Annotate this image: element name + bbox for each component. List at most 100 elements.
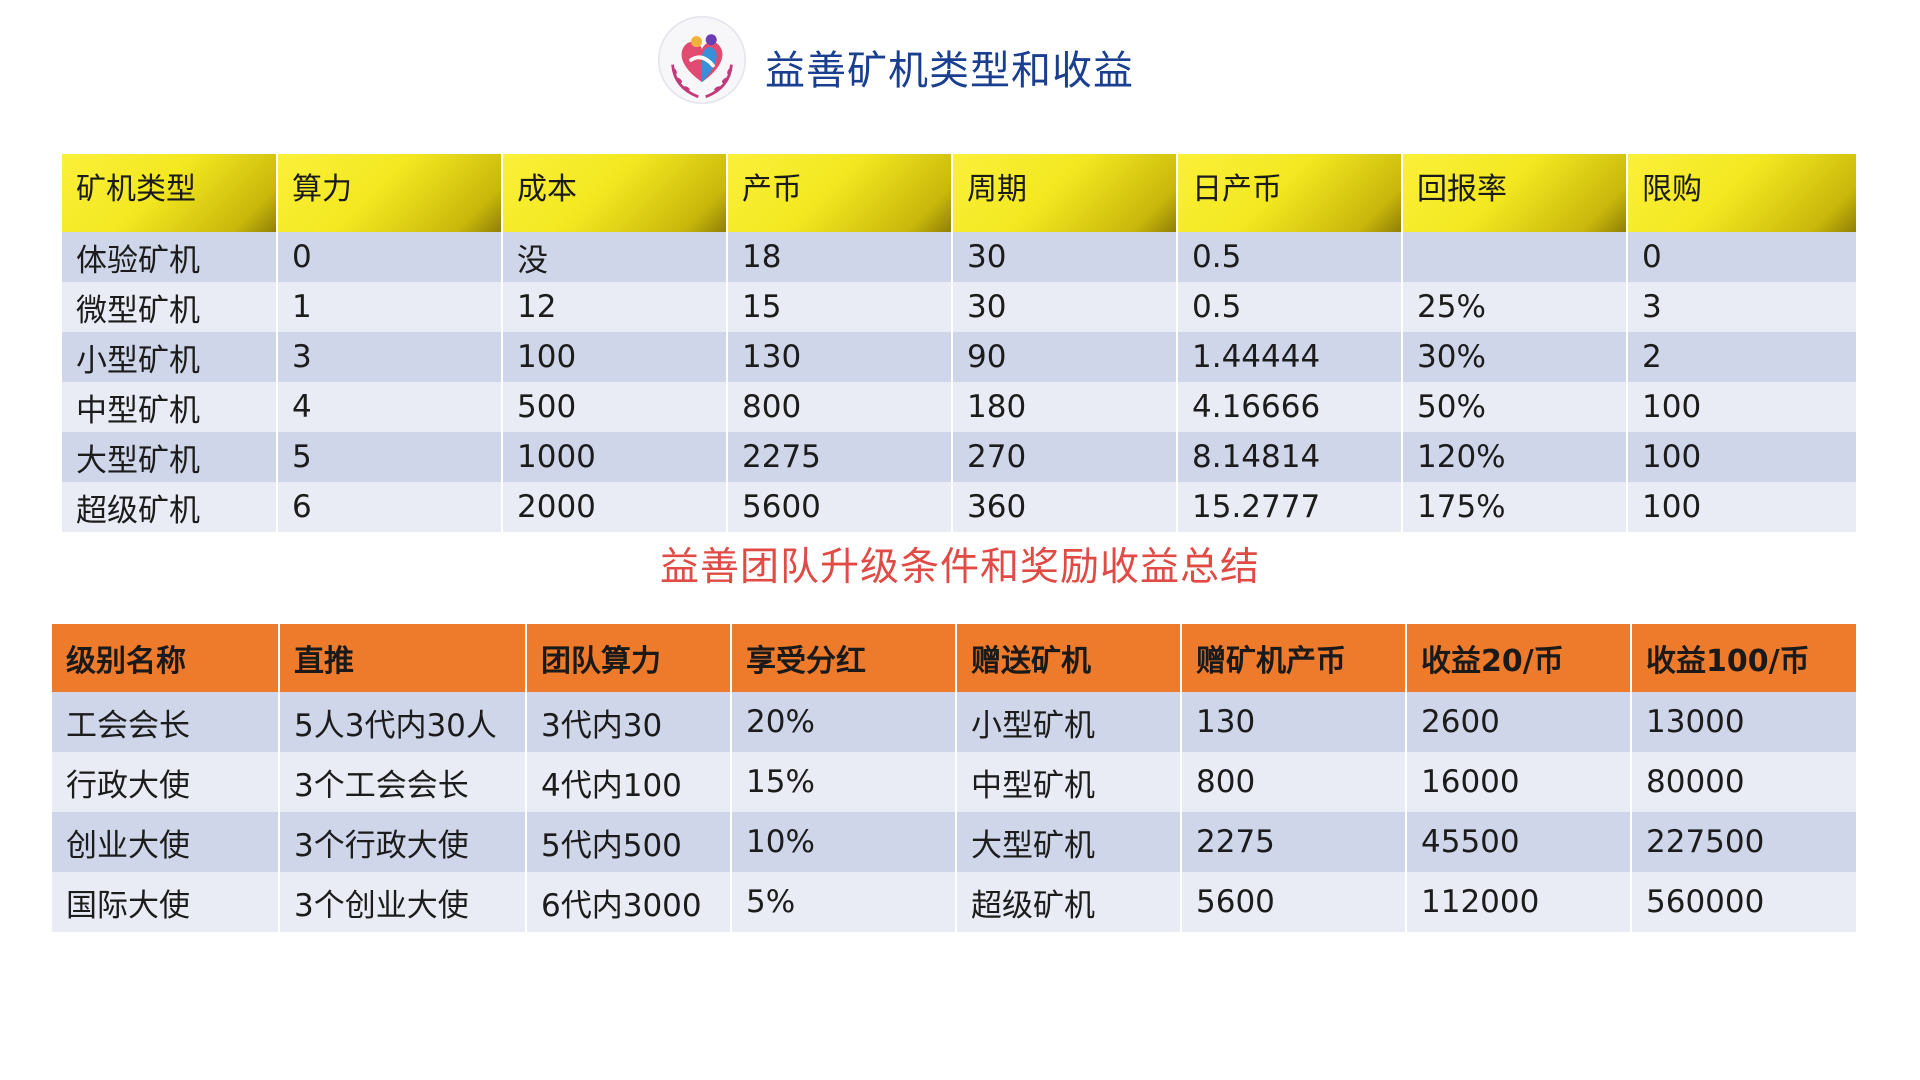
miner-cell: 1.44444 [1176,332,1402,382]
level-header-cell: 团队算力 [525,624,731,692]
level-header-cell: 赠矿机产币 [1180,624,1406,692]
page-header: 益善矿机类型和收益 [0,10,1920,110]
miner-row: 体验矿机 0 没 18 30 0.5 0 [62,232,1856,282]
level-row: 创业大使 3个行政大使 5代内500 10% 大型矿机 2275 45500 2… [52,812,1856,872]
miner-cell: 6 [276,482,502,532]
level-cell: 行政大使 [52,752,279,812]
miner-cell: 5 [276,432,502,482]
heart-people-wreath-logo [657,15,747,105]
miner-cell: 100 [1626,432,1856,482]
level-cell: 中型矿机 [955,752,1181,812]
level-header-cell: 收益20/币 [1405,624,1631,692]
miner-cell [1401,232,1627,282]
level-header-cell: 赠送矿机 [955,624,1181,692]
miner-cell: 4.16666 [1176,382,1402,432]
level-cell: 小型矿机 [955,692,1181,752]
level-cell: 80000 [1630,752,1856,812]
miner-cell: 18 [726,232,952,282]
level-cell: 2275 [1180,812,1406,872]
miner-cell: 500 [501,382,727,432]
level-cell: 112000 [1405,872,1631,932]
miner-header-row: 矿机类型 算力 成本 产币 周期 日产币 回报率 限购 [62,154,1856,232]
miner-cell: 175% [1401,482,1627,532]
miner-cell: 3 [1626,282,1856,332]
miner-cell: 360 [951,482,1177,532]
level-cell: 6代内3000 [525,872,731,932]
miner-cell: 0 [1626,232,1856,282]
miner-header-cell: 日产币 [1176,154,1402,232]
level-cell: 5人3代内30人 [278,692,526,752]
miner-cell: 中型矿机 [62,382,277,432]
miner-cell: 1000 [501,432,727,482]
level-cell: 超级矿机 [955,872,1181,932]
level-header-cell: 直推 [278,624,526,692]
section-subtitle: 益善团队升级条件和奖励收益总结 [659,545,1260,590]
level-cell: 13000 [1630,692,1856,752]
level-cell: 3个行政大使 [278,812,526,872]
miner-cell: 12 [501,282,727,332]
level-cell: 3个工会会长 [278,752,526,812]
level-header-cell: 享受分红 [730,624,956,692]
miner-cell: 30 [951,232,1177,282]
miner-row: 微型矿机 1 12 15 30 0.5 25% 3 [62,282,1856,332]
level-cell: 227500 [1630,812,1856,872]
miner-cell: 大型矿机 [62,432,277,482]
miner-header-cell: 产币 [726,154,952,232]
miner-cell: 15.2777 [1176,482,1402,532]
miner-cell: 4 [276,382,502,432]
miner-cell: 0.5 [1176,232,1402,282]
level-cell: 工会会长 [52,692,279,752]
level-row: 行政大使 3个工会会长 4代内100 15% 中型矿机 800 16000 80… [52,752,1856,812]
miner-row: 超级矿机 6 2000 5600 360 15.2777 175% 100 [62,482,1856,532]
miner-header-cell: 矿机类型 [62,154,277,232]
miner-row: 大型矿机 5 1000 2275 270 8.14814 120% 100 [62,432,1856,482]
level-cell: 3个创业大使 [278,872,526,932]
level-header-cell: 级别名称 [52,624,279,692]
miner-cell: 2275 [726,432,952,482]
miner-cell: 30% [1401,332,1627,382]
level-cell: 国际大使 [52,872,279,932]
level-cell: 5% [730,872,956,932]
level-cell: 5600 [1180,872,1406,932]
level-cell: 45500 [1405,812,1631,872]
miner-cell: 800 [726,382,952,432]
level-cell: 3代内30 [525,692,731,752]
level-table: 级别名称 直推 团队算力 享受分红 赠送矿机 赠矿机产币 收益20/币 收益10… [52,624,1856,932]
level-cell: 创业大使 [52,812,279,872]
miner-cell: 90 [951,332,1177,382]
miner-header-cell: 成本 [501,154,727,232]
miner-header-cell: 回报率 [1401,154,1627,232]
level-cell: 10% [730,812,956,872]
level-cell: 4代内100 [525,752,731,812]
miner-cell: 25% [1401,282,1627,332]
miner-header-cell: 算力 [276,154,502,232]
level-cell: 5代内500 [525,812,731,872]
level-cell: 16000 [1405,752,1631,812]
miner-cell: 微型矿机 [62,282,277,332]
miner-table: 矿机类型 算力 成本 产币 周期 日产币 回报率 限购 体验矿机 0 没 18 … [62,154,1856,532]
level-header-row: 级别名称 直推 团队算力 享受分红 赠送矿机 赠矿机产币 收益20/币 收益10… [52,624,1856,692]
miner-cell: 2 [1626,332,1856,382]
miner-cell: 130 [726,332,952,382]
page-title: 益善矿机类型和收益 [765,48,1134,94]
miner-cell: 120% [1401,432,1627,482]
miner-cell: 小型矿机 [62,332,277,382]
miner-header-cell: 限购 [1626,154,1856,232]
miner-cell: 体验矿机 [62,232,277,282]
level-header-cell: 收益100/币 [1630,624,1856,692]
level-cell: 800 [1180,752,1406,812]
miner-cell: 270 [951,432,1177,482]
level-row: 工会会长 5人3代内30人 3代内30 20% 小型矿机 130 2600 13… [52,692,1856,752]
miner-row: 小型矿机 3 100 130 90 1.44444 30% 2 [62,332,1856,382]
miner-cell: 3 [276,332,502,382]
level-cell: 15% [730,752,956,812]
miner-cell: 100 [1626,382,1856,432]
miner-cell: 0 [276,232,502,282]
level-row: 国际大使 3个创业大使 6代内3000 5% 超级矿机 5600 112000 … [52,872,1856,932]
miner-cell: 100 [1626,482,1856,532]
miner-header-cell: 周期 [951,154,1177,232]
miner-cell: 超级矿机 [62,482,277,532]
miner-cell: 8.14814 [1176,432,1402,482]
miner-cell: 50% [1401,382,1627,432]
miner-cell: 15 [726,282,952,332]
